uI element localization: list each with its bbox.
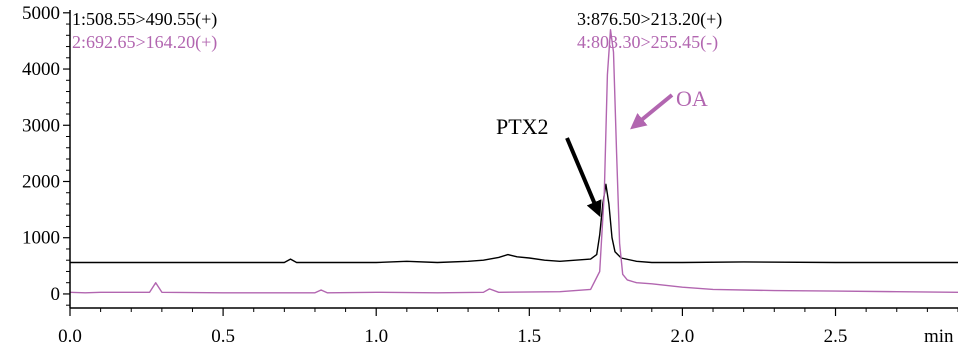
labels: 1:508.55>490.55(+) 2:692.65>164.20(+) 3:… <box>72 9 954 346</box>
x-tick-label: 2.0 <box>671 326 695 346</box>
channel-label-2: 2:692.65>164.20(+) <box>72 32 217 53</box>
y-tick-label: 3000 <box>22 115 60 136</box>
series-line-1 <box>70 183 958 264</box>
annotation-ptx2-label: PTX2 <box>496 114 549 139</box>
x-tick-label: 1.5 <box>517 326 541 346</box>
x-unit-label: min <box>924 326 954 346</box>
channel-label-3: 3:876.50>213.20(+) <box>577 9 722 30</box>
annotation-arrow-oa <box>630 93 674 130</box>
series-layer <box>69 29 958 294</box>
x-tick-label: 1.0 <box>364 326 388 346</box>
y-tick-label: 4000 <box>22 59 60 80</box>
y-tick-label: 2000 <box>22 171 60 192</box>
series-line-2 <box>69 29 958 294</box>
x-tick-label: 2.5 <box>824 326 848 346</box>
annotation-arrows <box>565 93 674 218</box>
annotation-oa-label: OA <box>676 86 708 111</box>
channel-label-1: 1:508.55>490.55(+) <box>72 9 217 30</box>
y-tick-label: 0 <box>51 284 61 305</box>
x-tick-label: 0.5 <box>211 326 235 346</box>
channel-label-4: 4:803.30>255.45(-) <box>577 32 718 53</box>
annotation-arrow-ptx2 <box>565 137 602 218</box>
y-tick-label: 5000 <box>22 3 60 24</box>
y-tick-label: 1000 <box>22 228 60 249</box>
x-tick-label: 0.0 <box>58 326 82 346</box>
axes: 0 1000 2000 3000 4000 5000 0.0 0.5 1.0 1.5 2.0 2.5 <box>22 3 958 346</box>
